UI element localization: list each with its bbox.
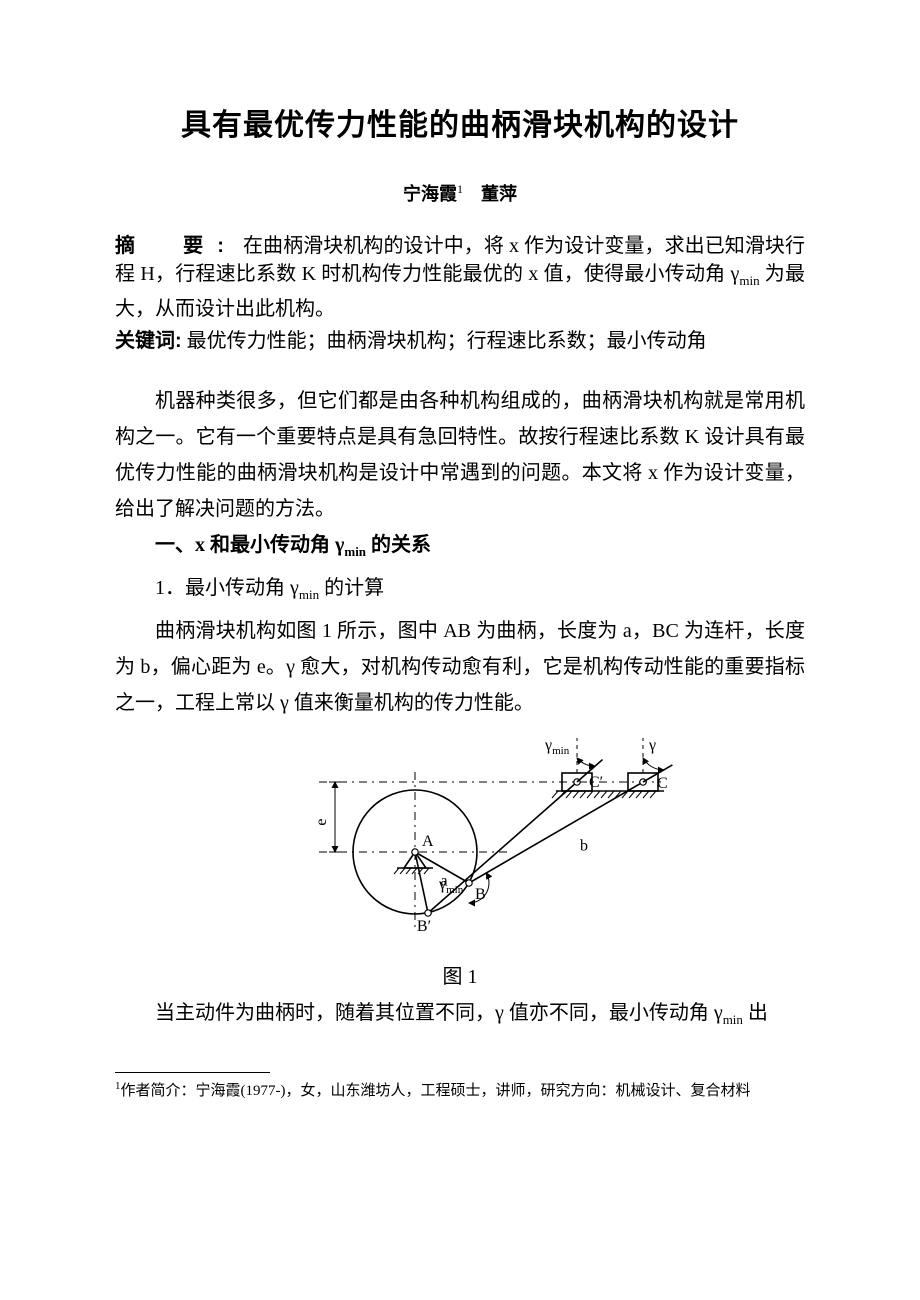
abstract: 摘 要: 在曲柄滑块机构的设计中，将 x 作为设计变量，求出已知滑块行程 H，行… xyxy=(115,232,805,323)
keywords: 关键词: 最优传力性能；曲柄滑块机构；行程速比系数；最小传动角 xyxy=(115,327,805,355)
svg-text:B′: B′ xyxy=(417,918,431,935)
intro-paragraph: 机器种类很多，但它们都是由各种机构组成的，曲柄滑块机构就是常用机构之一。它有一个… xyxy=(115,383,805,527)
abstract-label: 摘 要: xyxy=(115,235,238,257)
svg-text:γmin: γmin xyxy=(438,876,464,896)
after-figure-paragraph: 当主动件为曲柄时，随着其位置不同，γ 值亦不同，最小传动角 γmin 出 xyxy=(115,995,805,1038)
keywords-text: 最优传力性能；曲柄滑块机构；行程速比系数；最小传动角 xyxy=(187,330,707,352)
keywords-label: 关键词: xyxy=(115,330,182,352)
footnote-author-bio: 1作者简介：宁海霞(1977-)，女，山东潍坊人，工程硕士，讲师，研究方向：机械… xyxy=(115,1075,805,1102)
section-1-heading: 一、x 和最小传动角 γmin 的关系 xyxy=(115,527,805,570)
svg-text:γ: γ xyxy=(648,737,656,754)
figure-1: ABB′CC′eabγγminγmin xyxy=(115,727,805,957)
svg-text:γmin: γmin xyxy=(544,737,570,757)
figure-1-caption: 图 1 xyxy=(115,959,805,995)
svg-text:C′: C′ xyxy=(589,774,603,791)
svg-text:e: e xyxy=(313,818,330,825)
authors: 宁海霞1 董萍 xyxy=(115,180,805,206)
figure-1-svg: ABB′CC′eabγγminγmin xyxy=(245,727,675,952)
svg-text:A: A xyxy=(422,833,434,850)
subsection-1-heading: 1．最小传动角 γmin 的计算 xyxy=(115,570,805,613)
paper-title: 具有最优传力性能的曲柄滑块机构的设计 xyxy=(115,100,805,144)
footnote-rule xyxy=(115,1072,270,1073)
svg-text:B: B xyxy=(475,886,486,903)
svg-text:b: b xyxy=(580,838,588,855)
svg-text:C: C xyxy=(657,775,668,792)
figure-intro-paragraph: 曲柄滑块机构如图 1 所示，图中 AB 为曲柄，长度为 a，BC 为连杆，长度为… xyxy=(115,613,805,721)
